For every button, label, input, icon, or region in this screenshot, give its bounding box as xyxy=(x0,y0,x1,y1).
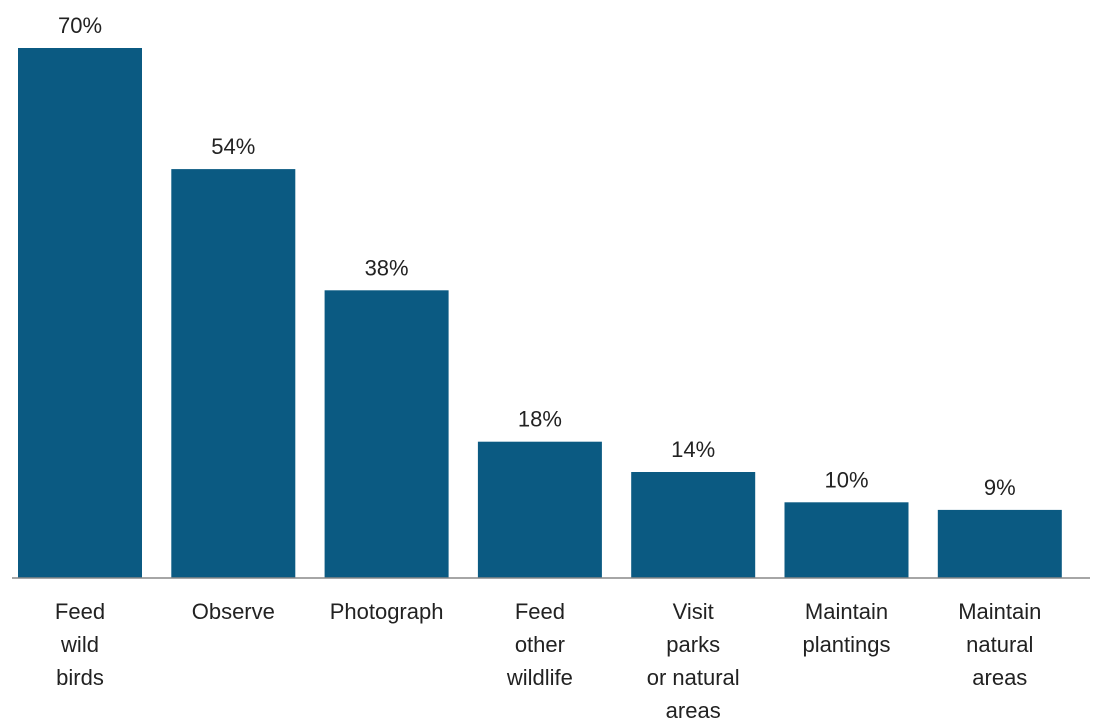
category-label-line: Maintain xyxy=(958,599,1041,624)
bar-5 xyxy=(631,472,756,578)
category-label-line: or natural xyxy=(647,665,740,690)
value-label-4: 18% xyxy=(518,407,562,432)
bar-3 xyxy=(324,290,449,578)
category-label-line: parks xyxy=(666,632,720,657)
category-label-line: Feed xyxy=(515,599,565,624)
category-label-line: Photograph xyxy=(330,599,444,624)
category-label-line: plantings xyxy=(802,632,890,657)
category-label-line: wildlife xyxy=(506,665,573,690)
category-label-line: Maintain xyxy=(805,599,888,624)
bar-1 xyxy=(18,48,142,578)
category-label-6: Maintain plantings xyxy=(802,599,890,657)
category-label-line: wild xyxy=(60,632,99,657)
value-labels-layer: 70% 54% 38% 18% 14% 10% 9% xyxy=(58,13,1016,500)
category-label-1: Feed wild birds xyxy=(55,599,105,690)
category-label-line: areas xyxy=(666,698,721,723)
bars-layer xyxy=(18,48,1062,578)
category-label-line: Feed xyxy=(55,599,105,624)
category-label-3: Photograph xyxy=(330,599,444,624)
category-label-line: other xyxy=(515,632,565,657)
value-label-1: 70% xyxy=(58,13,102,38)
category-label-line: Visit xyxy=(673,599,714,624)
bar-4 xyxy=(477,441,602,578)
bar-2 xyxy=(171,169,296,578)
category-labels-layer: Feed wild birds Observe Photograph Feed other w… xyxy=(55,599,1041,723)
category-label-line: Observe xyxy=(192,599,275,624)
category-label-line: natural xyxy=(966,632,1033,657)
category-label-7: Maintain natural areas xyxy=(958,599,1041,690)
value-label-5: 14% xyxy=(671,437,715,462)
category-label-2: Observe xyxy=(192,599,275,624)
category-label-5: Visit parks or natural areas xyxy=(647,599,740,723)
category-label-line: birds xyxy=(56,665,104,690)
value-label-3: 38% xyxy=(365,255,409,280)
bar-7 xyxy=(937,509,1062,578)
category-label-line: areas xyxy=(972,665,1027,690)
bar-6 xyxy=(784,502,909,578)
value-label-2: 54% xyxy=(211,134,255,159)
value-label-7: 9% xyxy=(984,475,1016,500)
category-label-4: Feed other wildlife xyxy=(506,599,573,690)
value-label-6: 10% xyxy=(824,467,868,492)
